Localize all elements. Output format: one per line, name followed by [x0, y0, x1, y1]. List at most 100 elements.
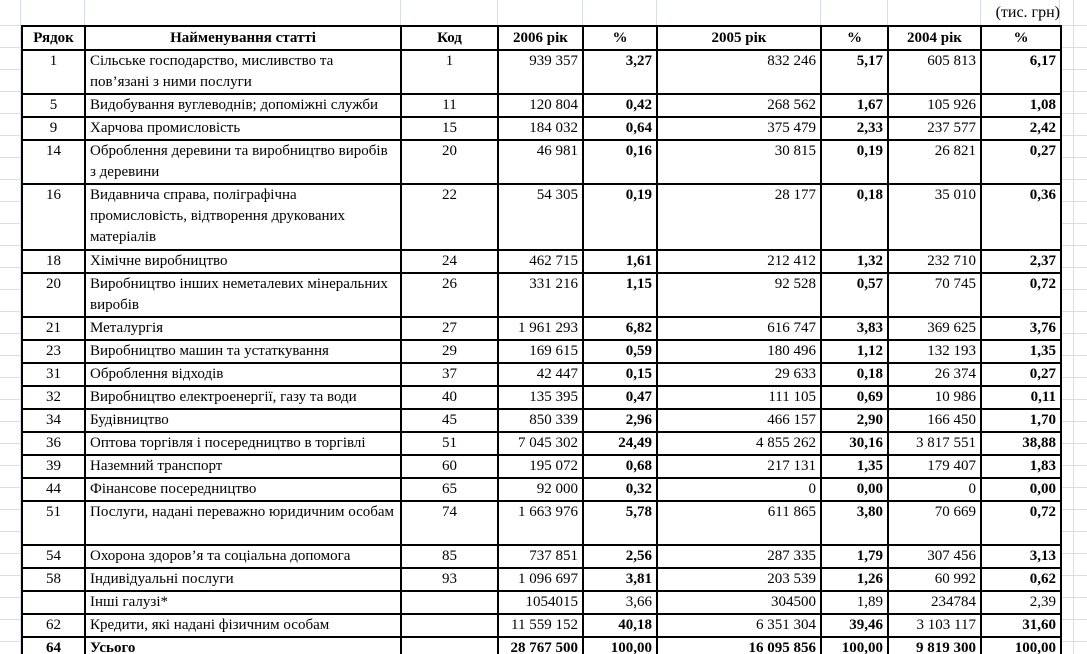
article-name-cell: Усього [84, 636, 402, 654]
pct-2005-cell: 0,00 [820, 477, 889, 502]
row-number-cell: 58 [21, 567, 86, 592]
value-2006-cell: 737 851 [497, 544, 584, 569]
value-2005-cell: 832 246 [656, 49, 822, 95]
row-number-cell: 44 [21, 477, 86, 502]
pct-2005-cell: 1,35 [820, 454, 889, 479]
pct-2005-cell: 0,18 [820, 183, 889, 251]
value-2004-cell: 237 577 [887, 116, 982, 141]
table-row: 64 Усього 28 767 500 100,00 16 095 856 100,00… [21, 636, 1062, 654]
pct-2004-cell: 0,11 [980, 385, 1062, 410]
pct-2004-cell: 2,42 [980, 116, 1062, 141]
row-number-cell: 5 [21, 93, 86, 118]
pct-2006-cell: 0,15 [582, 362, 658, 387]
pct-2005-cell: 30,16 [820, 431, 889, 456]
table-row: 5 Видобування вуглеводнів; допоміжні служ… [21, 93, 1062, 118]
code-cell: 22 [400, 183, 499, 251]
code-cell: 51 [400, 431, 499, 456]
pct-2006-cell: 3,27 [582, 49, 658, 95]
pct-2005-cell: 0,57 [820, 272, 889, 318]
article-name-cell: Послуги, надані переважно юридичним особ… [84, 500, 402, 546]
row-number-cell: 39 [21, 454, 86, 479]
row-number-cell: 36 [21, 431, 86, 456]
code-cell [400, 636, 499, 654]
value-2006-cell: 1 961 293 [497, 316, 584, 341]
col-header-row: Рядок [21, 25, 86, 51]
table-row: 18 Хімічне виробництво 24 462 715 1,61 212 41… [21, 249, 1062, 274]
value-2004-cell: 369 625 [887, 316, 982, 341]
value-2006-cell: 195 072 [497, 454, 584, 479]
pct-2005-cell: 1,67 [820, 93, 889, 118]
pct-2006-cell: 24,49 [582, 431, 658, 456]
pct-2005-cell: 1,79 [820, 544, 889, 569]
code-cell: 40 [400, 385, 499, 410]
pct-2004-cell: 6,17 [980, 49, 1062, 95]
article-name-cell: Інші галузі* [84, 590, 402, 615]
col-header-code: Код [400, 25, 499, 51]
gridline-vertical [1073, 0, 1074, 654]
code-cell: 60 [400, 454, 499, 479]
pct-2004-cell: 100,00 [980, 636, 1062, 654]
pct-2004-cell: 0,00 [980, 477, 1062, 502]
value-2004-cell: 166 450 [887, 408, 982, 433]
pct-2004-cell: 0,27 [980, 362, 1062, 387]
table-row: 1 Сільське господарство, мисливство та по… [21, 49, 1062, 95]
code-cell: 65 [400, 477, 499, 502]
value-2006-cell: 462 715 [497, 249, 584, 274]
article-name-cell: Індивідуальні послуги [84, 567, 402, 592]
value-2005-cell: 375 479 [656, 116, 822, 141]
code-cell: 85 [400, 544, 499, 569]
pct-2006-cell: 0,19 [582, 183, 658, 251]
code-cell: 37 [400, 362, 499, 387]
pct-2006-cell: 1,61 [582, 249, 658, 274]
table-row: 14 Оброблення деревини та виробництво вир… [21, 139, 1062, 185]
pct-2004-cell: 0,72 [980, 272, 1062, 318]
table-row: Інші галузі* 1054015 3,66 304500 1,89 234784 2… [21, 590, 1062, 615]
pct-2005-cell: 2,90 [820, 408, 889, 433]
value-2005-cell: 30 815 [656, 139, 822, 185]
pct-2006-cell: 0,16 [582, 139, 658, 185]
value-2005-cell: 0 [656, 477, 822, 502]
article-name-cell: Хімічне виробництво [84, 249, 402, 274]
value-2006-cell: 7 045 302 [497, 431, 584, 456]
article-name-cell: Сільське господарство, мисливство та пов… [84, 49, 402, 95]
value-2004-cell: 0 [887, 477, 982, 502]
value-2006-cell: 1 663 976 [497, 500, 584, 546]
value-2005-cell: 287 335 [656, 544, 822, 569]
row-number-cell: 20 [21, 272, 86, 318]
pct-2006-cell: 100,00 [582, 636, 658, 654]
code-cell [400, 590, 499, 615]
pct-2005-cell: 5,17 [820, 49, 889, 95]
row-number-cell: 34 [21, 408, 86, 433]
value-2006-cell: 184 032 [497, 116, 584, 141]
pct-2004-cell: 38,88 [980, 431, 1062, 456]
code-cell: 26 [400, 272, 499, 318]
code-cell: 24 [400, 249, 499, 274]
col-header-pct-2006: % [582, 25, 658, 51]
value-2006-cell: 54 305 [497, 183, 584, 251]
pct-2006-cell: 40,18 [582, 613, 658, 638]
value-2005-cell: 92 528 [656, 272, 822, 318]
value-2005-cell: 111 105 [656, 385, 822, 410]
header-row: Рядок Найменування статті Код 2006 рік% 2005… [21, 25, 1062, 51]
pct-2005-cell: 0,18 [820, 362, 889, 387]
pct-2004-cell: 0,62 [980, 567, 1062, 592]
code-cell: 1 [400, 49, 499, 95]
pct-2004-cell: 3,76 [980, 316, 1062, 341]
pct-2006-cell: 0,32 [582, 477, 658, 502]
value-2005-cell: 304500 [656, 590, 822, 615]
pct-2005-cell: 0,19 [820, 139, 889, 185]
col-header-2005: 2005 рік [656, 25, 822, 51]
pct-2005-cell: 1,26 [820, 567, 889, 592]
table-row: 9 Харчова промисловість 15 184 032 0,64 375 4… [21, 116, 1062, 141]
value-2004-cell: 3 103 117 [887, 613, 982, 638]
article-name-cell: Оптова торгівля і посередництво в торгів… [84, 431, 402, 456]
article-name-cell: Харчова промисловість [84, 116, 402, 141]
value-2006-cell: 1 096 697 [497, 567, 584, 592]
value-2004-cell: 26 374 [887, 362, 982, 387]
article-name-cell: Будівництво [84, 408, 402, 433]
row-number-cell: 62 [21, 613, 86, 638]
value-2005-cell: 6 351 304 [656, 613, 822, 638]
table-row: 54 Охорона здоров’я та соціальна допомога… [21, 544, 1062, 569]
pct-2004-cell: 3,13 [980, 544, 1062, 569]
